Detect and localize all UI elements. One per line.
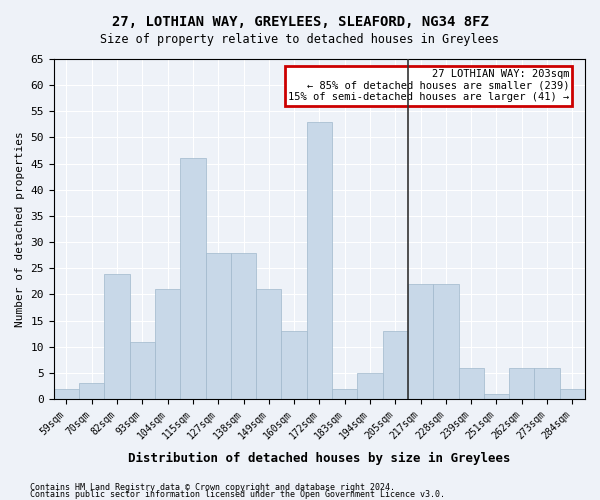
Bar: [281, 331, 307, 399]
Bar: [408, 284, 433, 399]
Bar: [560, 388, 585, 399]
Bar: [358, 373, 383, 399]
X-axis label: Distribution of detached houses by size in Greylees: Distribution of detached houses by size …: [128, 452, 511, 465]
Text: 27, LOTHIAN WAY, GREYLEES, SLEAFORD, NG34 8FZ: 27, LOTHIAN WAY, GREYLEES, SLEAFORD, NG3…: [112, 15, 488, 29]
Bar: [383, 331, 408, 399]
Bar: [509, 368, 535, 399]
Bar: [535, 368, 560, 399]
Bar: [54, 388, 79, 399]
Bar: [104, 274, 130, 399]
Y-axis label: Number of detached properties: Number of detached properties: [15, 131, 25, 327]
Bar: [155, 289, 180, 399]
Bar: [231, 252, 256, 399]
Bar: [206, 252, 231, 399]
Text: Size of property relative to detached houses in Greylees: Size of property relative to detached ho…: [101, 32, 499, 46]
Bar: [180, 158, 206, 399]
Bar: [307, 122, 332, 399]
Bar: [256, 289, 281, 399]
Bar: [332, 388, 358, 399]
Bar: [484, 394, 509, 399]
Text: Contains HM Land Registry data © Crown copyright and database right 2024.: Contains HM Land Registry data © Crown c…: [30, 484, 395, 492]
Bar: [79, 384, 104, 399]
Text: Contains public sector information licensed under the Open Government Licence v3: Contains public sector information licen…: [30, 490, 445, 499]
Bar: [433, 284, 458, 399]
Bar: [458, 368, 484, 399]
Bar: [130, 342, 155, 399]
Text: 27 LOTHIAN WAY: 203sqm
← 85% of detached houses are smaller (239)
15% of semi-de: 27 LOTHIAN WAY: 203sqm ← 85% of detached…: [288, 69, 569, 102]
